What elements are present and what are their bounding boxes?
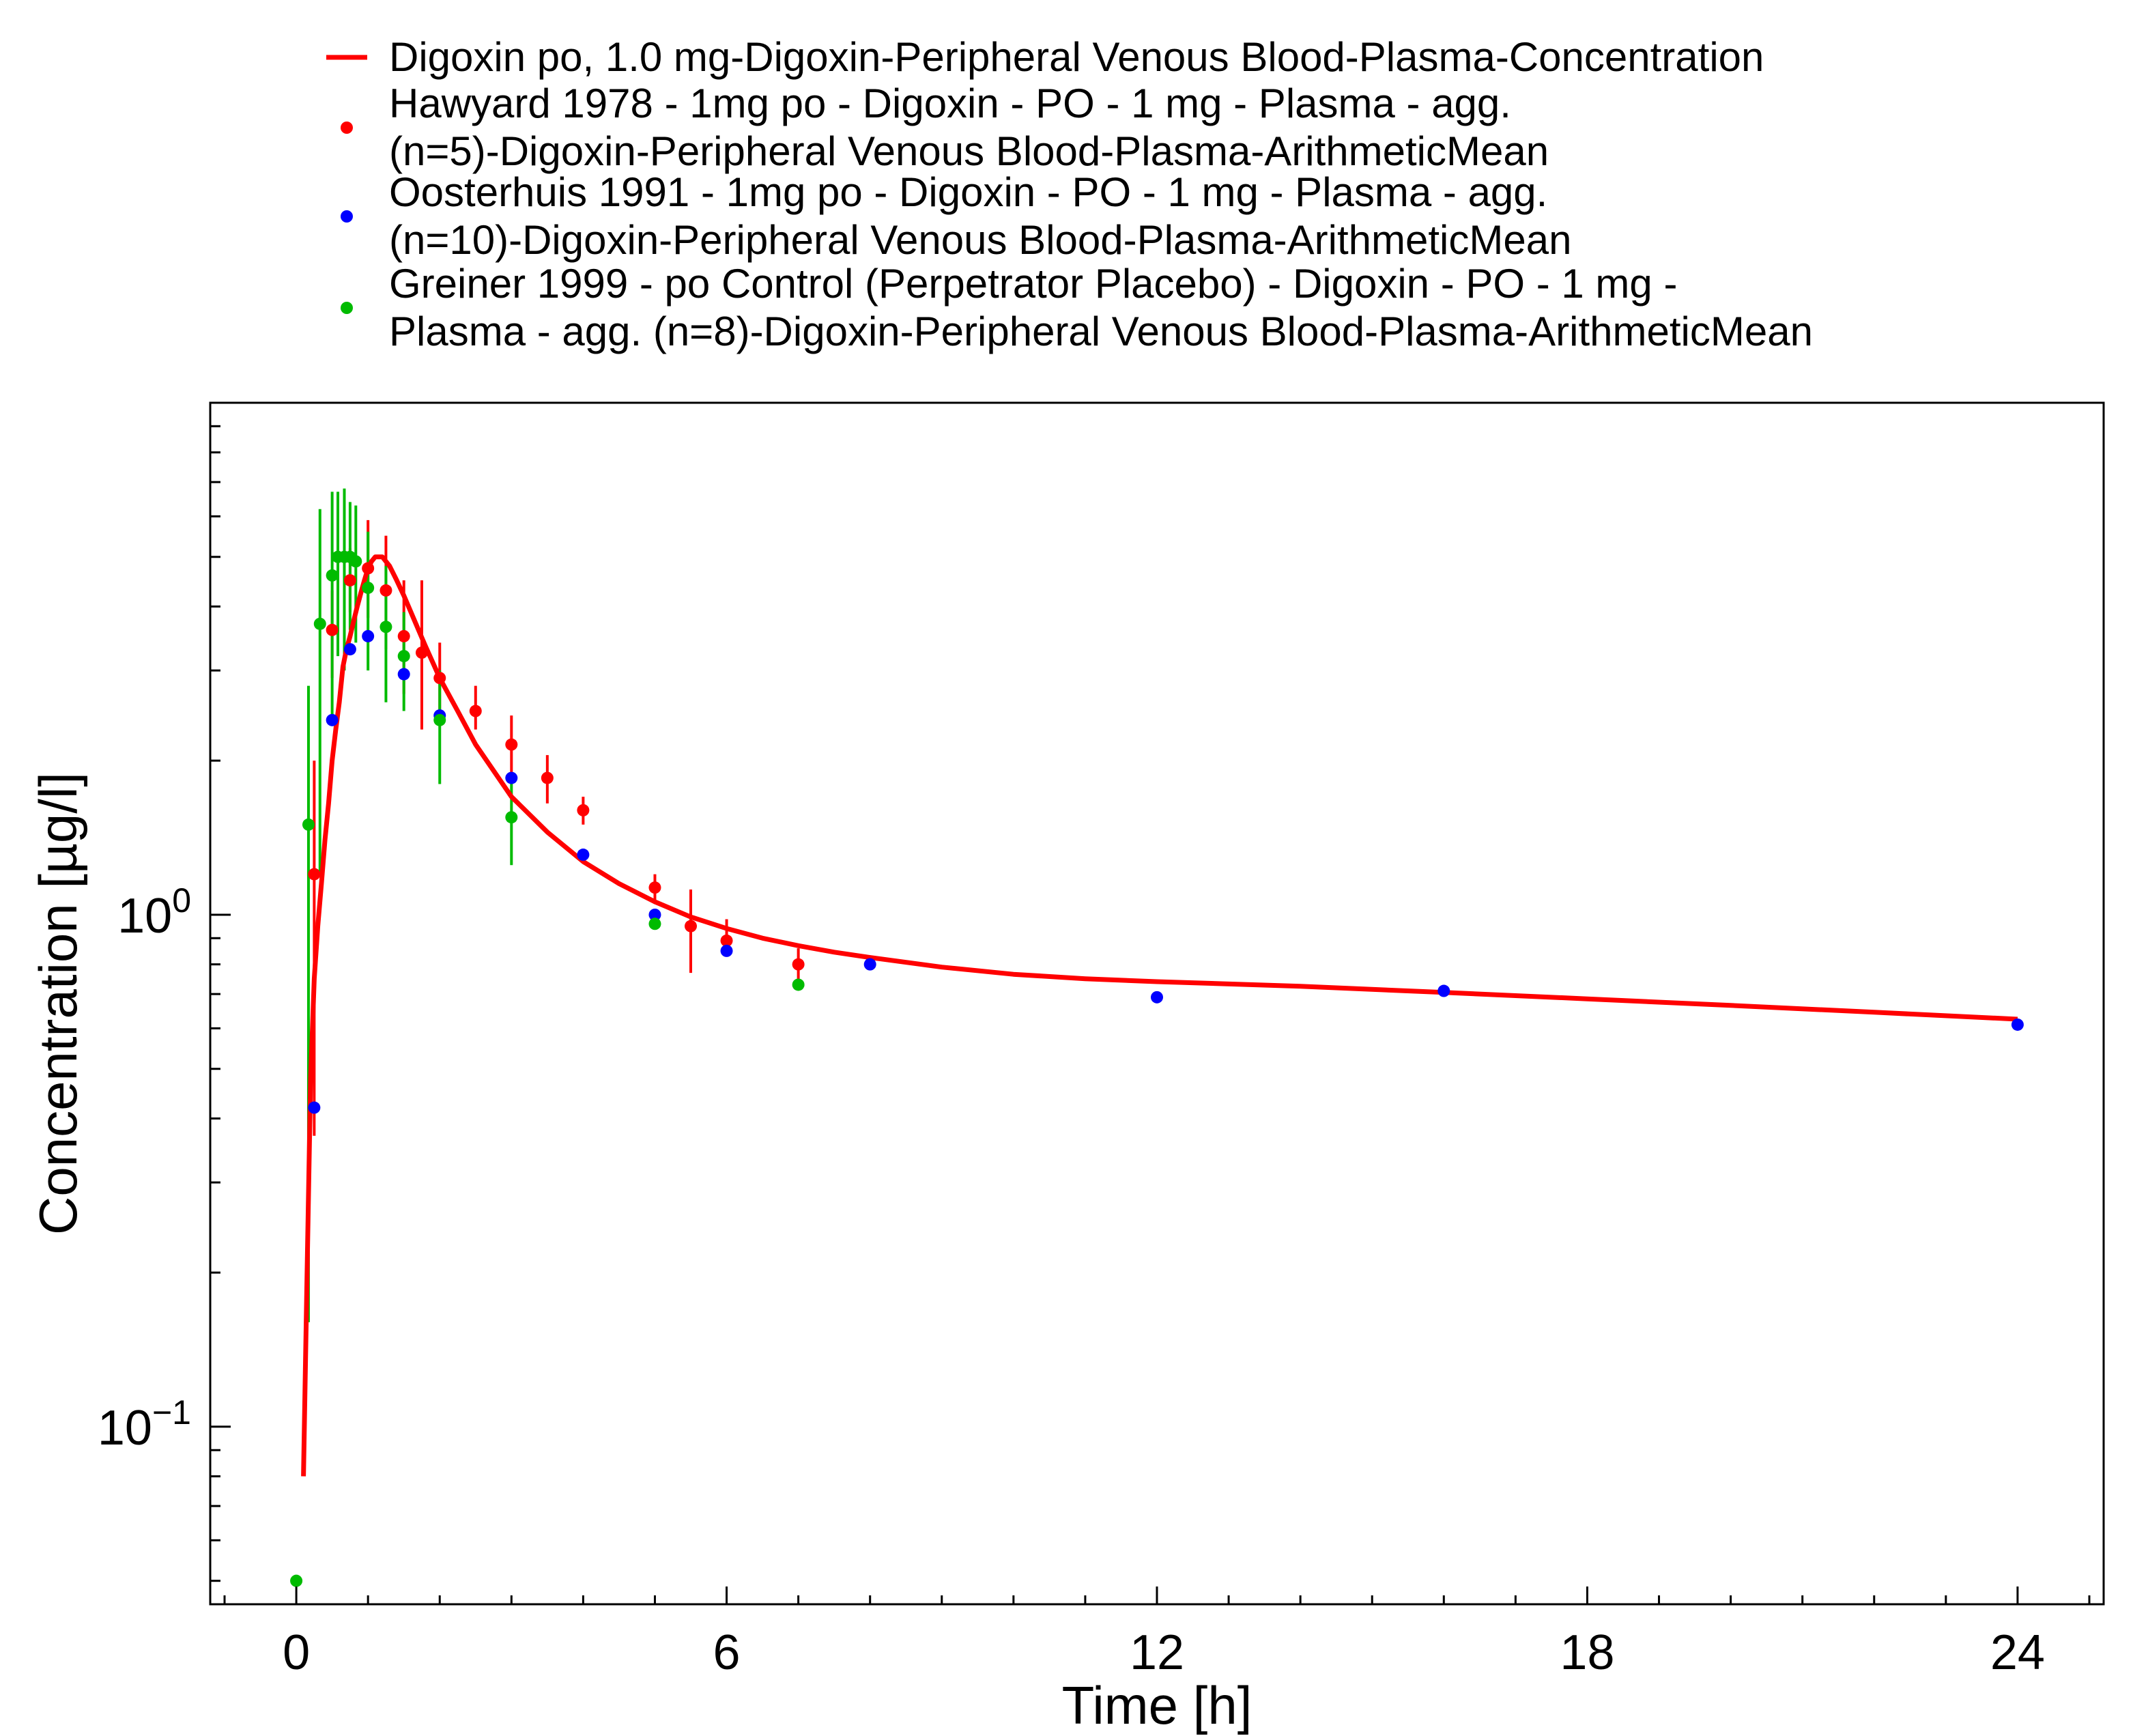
legend-marker bbox=[341, 122, 353, 134]
data-point bbox=[308, 1101, 321, 1114]
data-point bbox=[541, 771, 554, 784]
data-point bbox=[1151, 991, 1163, 1004]
data-point bbox=[343, 643, 356, 656]
series-line bbox=[301, 554, 2018, 1477]
data-point bbox=[469, 705, 482, 717]
legend-label: Greiner 1999 - po Control (Perpetrator P… bbox=[389, 261, 1677, 307]
data-point bbox=[792, 958, 805, 971]
data-point bbox=[349, 555, 362, 568]
legend-label: Hawyard 1978 - 1mg po - Digoxin - PO - 1… bbox=[389, 81, 1511, 126]
data-point bbox=[685, 920, 698, 933]
plot-contents bbox=[290, 488, 2024, 1587]
legend-label: (n=5)-Digoxin-Peripheral Venous Blood-Pl… bbox=[389, 128, 1549, 174]
legend-label: (n=10)-Digoxin-Peripheral Venous Blood-P… bbox=[389, 217, 1571, 263]
legend-marker bbox=[341, 210, 353, 223]
data-point bbox=[397, 650, 410, 663]
legend-label: Oosterhuis 1991 - 1mg po - Digoxin - PO … bbox=[389, 169, 1547, 215]
x-tick-label: 12 bbox=[1130, 1625, 1184, 1680]
x-tick-label: 24 bbox=[1990, 1625, 2045, 1680]
data-point bbox=[648, 917, 661, 930]
data-point bbox=[343, 574, 356, 587]
legend-marker bbox=[341, 302, 353, 314]
series-points-1 bbox=[308, 562, 805, 971]
data-point bbox=[380, 584, 392, 597]
data-point bbox=[326, 569, 339, 582]
y-tick-label: 10−1 bbox=[98, 1393, 191, 1455]
data-point bbox=[577, 803, 590, 816]
x-axis-label: Time [h] bbox=[1062, 1675, 1252, 1735]
series-points-3 bbox=[290, 550, 805, 1587]
data-point bbox=[792, 978, 805, 991]
data-point bbox=[720, 944, 733, 957]
legend-item: Digoxin po, 1.0 mg-Digoxin-Peripheral Ve… bbox=[326, 34, 1764, 80]
data-point bbox=[415, 646, 428, 659]
data-point bbox=[433, 713, 446, 726]
data-point bbox=[397, 629, 410, 642]
data-point bbox=[648, 908, 661, 921]
data-point bbox=[290, 1574, 303, 1587]
x-tick-label: 18 bbox=[1560, 1625, 1614, 1680]
data-point bbox=[326, 623, 339, 636]
legend: Digoxin po, 1.0 mg-Digoxin-Peripheral Ve… bbox=[326, 34, 1813, 354]
legend-item: Hawyard 1978 - 1mg po - Digoxin - PO - 1… bbox=[341, 81, 1549, 174]
data-point bbox=[313, 617, 326, 630]
data-point bbox=[433, 672, 446, 685]
data-point bbox=[380, 621, 392, 634]
x-tick-label: 6 bbox=[713, 1625, 741, 1680]
data-point bbox=[362, 562, 375, 575]
legend-item: Greiner 1999 - po Control (Perpetrator P… bbox=[341, 261, 1813, 354]
data-point bbox=[362, 582, 375, 595]
plot-area bbox=[290, 488, 2024, 1587]
legend-label: Plasma - agg. (n=8)-Digoxin-Peripheral V… bbox=[389, 309, 1813, 354]
y-axis-label: Concentration [µg/l] bbox=[28, 772, 88, 1235]
data-point bbox=[648, 881, 661, 894]
data-point bbox=[577, 849, 590, 862]
data-point bbox=[505, 771, 518, 784]
y-tick-label: 100 bbox=[117, 881, 191, 943]
data-point bbox=[720, 934, 733, 947]
x-tick-label: 0 bbox=[283, 1625, 310, 1680]
series-points-2 bbox=[308, 629, 2024, 1114]
x-axis: 0 6 12 18 24 bbox=[223, 1586, 2091, 1680]
data-point bbox=[397, 668, 410, 681]
y-axis: 10−1 100 bbox=[98, 401, 231, 1582]
data-point bbox=[302, 818, 315, 831]
data-point bbox=[505, 738, 518, 751]
data-point bbox=[308, 868, 321, 881]
data-point bbox=[1437, 984, 1450, 997]
data-point bbox=[505, 811, 518, 824]
data-point bbox=[2011, 1018, 2024, 1031]
legend-item: Oosterhuis 1991 - 1mg po - Digoxin - PO … bbox=[341, 169, 1571, 263]
data-point bbox=[362, 629, 375, 642]
data-point bbox=[863, 958, 876, 971]
legend-label: Digoxin po, 1.0 mg-Digoxin-Peripheral Ve… bbox=[389, 34, 1764, 80]
data-point bbox=[326, 713, 339, 726]
